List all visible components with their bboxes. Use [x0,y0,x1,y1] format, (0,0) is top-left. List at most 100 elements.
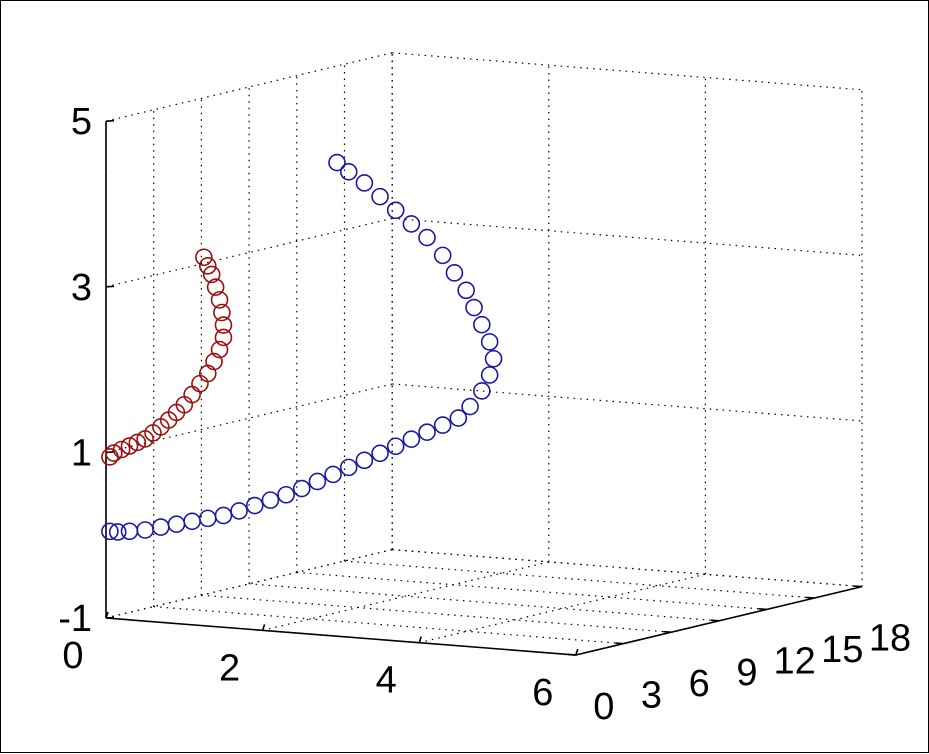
data-point [198,257,217,275]
data-point [371,444,389,463]
data-point [418,423,436,441]
data-point [101,448,119,466]
y-tick-mark [663,630,672,634]
x-tick-mark [261,624,266,631]
data-point [461,397,479,416]
z-tick-label: 3 [71,267,92,309]
data-point [183,385,201,404]
y-tick-label: 9 [736,652,757,694]
data-point [136,521,154,539]
data-point [308,472,327,491]
data-point [120,437,139,455]
data-point [198,509,217,528]
y-tick-mark [758,608,767,611]
y-tick-mark [567,653,576,656]
x-tick-mark [575,648,579,656]
back-wall-grid-line [392,549,863,588]
data-point [167,515,186,533]
data-point [386,437,405,456]
floor-grid-line [249,583,719,622]
floor-grid-line [201,594,672,633]
data-point [355,451,374,470]
y-tick-label: 3 [641,675,662,717]
floor-grid-line [392,549,863,588]
data-point [214,316,233,334]
z-tick-label: 1 [71,432,92,474]
data-point [386,201,405,220]
data-point [433,416,452,434]
series-1 [101,153,503,541]
z-tick-label: -1 [58,598,92,640]
data-point [480,333,499,351]
data-point [324,465,342,484]
side-wall-grid-line [105,52,393,122]
series-2 [101,248,233,466]
floor-grid-line [344,560,815,599]
data-point [191,374,209,393]
data-point [108,523,127,541]
data-points [101,153,503,541]
x-tick-label: 4 [376,660,397,702]
z-tick-mark [105,451,115,454]
data-point [433,246,452,265]
data-point [465,298,483,317]
y-tick-mark [806,596,815,599]
data-point [128,433,147,452]
data-point [213,303,231,322]
z-tick-mark [105,285,115,288]
x-axis-line [105,617,576,656]
floor-grid-line [296,571,767,611]
x-tick-label: 2 [219,647,240,689]
z-tick-label: 5 [71,101,92,143]
data-point [214,328,233,347]
y-tick-mark [615,642,624,645]
data-point [105,444,123,462]
data-point [402,215,421,233]
data-point [328,153,346,172]
y-tick-mark [710,619,719,622]
axis-lines [105,119,863,656]
data-point [230,502,248,520]
data-point [245,496,264,515]
back-wall-grid-line [392,383,863,422]
data-point [261,491,280,509]
data-point [101,522,119,541]
y-tick-label: 15 [821,629,863,671]
y-tick-label: 18 [869,618,911,660]
data-point [292,479,311,498]
x-tick-label: 6 [532,672,553,714]
y-tick-label: 0 [593,686,614,728]
floor-grid-line [153,606,624,645]
data-point [202,265,221,284]
data-point [183,512,201,531]
data-point [152,518,170,536]
x-tick-label: 0 [62,635,83,677]
data-point [402,430,421,449]
x-tick-mark [418,636,422,643]
back-wall-grid-line [392,52,863,91]
data-point [445,264,464,282]
data-point [473,315,491,334]
floor-grid-line [419,573,706,644]
data-point [484,349,503,368]
data-point [449,409,468,427]
data-point [418,228,436,247]
data-point [339,162,358,181]
data-point [355,174,374,192]
data-point [198,364,217,383]
data-point [195,248,213,267]
data-point [206,278,225,296]
x-tick-mark [105,611,109,619]
data-point [339,458,358,477]
data-point [120,522,139,541]
side-wall-grid-line [105,217,393,288]
data-point [371,187,389,206]
data-point [210,340,229,359]
z-tick-mark [105,119,115,122]
grid-lines [105,52,863,656]
data-point [473,382,491,400]
back-wall-grid-line [392,217,863,257]
y-tick-mark [853,585,863,588]
